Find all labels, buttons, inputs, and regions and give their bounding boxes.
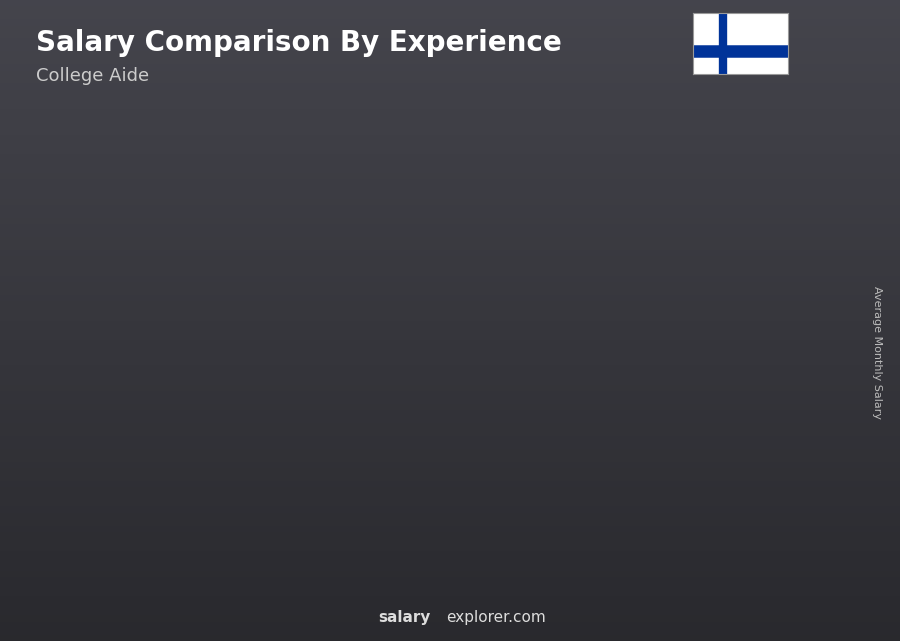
Polygon shape bbox=[315, 290, 405, 312]
Text: Salary Comparison By Experience: Salary Comparison By Experience bbox=[36, 29, 562, 57]
Polygon shape bbox=[562, 207, 652, 235]
Text: +8%: +8% bbox=[523, 138, 569, 156]
Polygon shape bbox=[438, 234, 529, 260]
FancyBboxPatch shape bbox=[191, 378, 266, 577]
Text: +19%: +19% bbox=[392, 165, 451, 183]
Polygon shape bbox=[636, 207, 652, 577]
Text: +34%: +34% bbox=[269, 221, 327, 238]
FancyBboxPatch shape bbox=[562, 235, 636, 577]
Polygon shape bbox=[266, 362, 281, 577]
Text: 6,290 EUR: 6,290 EUR bbox=[563, 249, 625, 262]
Text: 3,660 EUR: 3,660 EUR bbox=[193, 392, 254, 405]
Text: 2 to 5: 2 to 5 bbox=[208, 603, 260, 617]
Text: Average Monthly Salary: Average Monthly Salary bbox=[872, 286, 883, 419]
Text: 5,830 EUR: 5,830 EUR bbox=[440, 274, 501, 287]
Polygon shape bbox=[141, 415, 158, 577]
Text: 15 to 20: 15 to 20 bbox=[569, 603, 643, 617]
Polygon shape bbox=[686, 180, 777, 210]
Text: explorer.com: explorer.com bbox=[446, 610, 546, 625]
FancyBboxPatch shape bbox=[438, 260, 513, 577]
Text: 6,750 EUR: 6,750 EUR bbox=[688, 224, 749, 237]
Polygon shape bbox=[389, 290, 405, 577]
Text: 2,760 EUR: 2,760 EUR bbox=[68, 441, 130, 454]
Polygon shape bbox=[67, 415, 158, 427]
Text: College Aide: College Aide bbox=[36, 67, 149, 85]
FancyBboxPatch shape bbox=[315, 312, 389, 577]
Text: 10 to 15: 10 to 15 bbox=[445, 603, 519, 617]
FancyBboxPatch shape bbox=[686, 210, 760, 577]
Polygon shape bbox=[191, 362, 281, 378]
Text: 20+ Years: 20+ Years bbox=[685, 603, 775, 617]
Text: +32%: +32% bbox=[145, 293, 203, 311]
Text: 5 to 10: 5 to 10 bbox=[327, 603, 390, 617]
Polygon shape bbox=[513, 234, 529, 577]
Polygon shape bbox=[760, 180, 777, 577]
Text: 4,890 EUR: 4,890 EUR bbox=[316, 325, 377, 338]
FancyBboxPatch shape bbox=[67, 427, 141, 577]
Text: salary: salary bbox=[378, 610, 430, 625]
Text: +7%: +7% bbox=[646, 112, 692, 129]
Text: < 2 Years: < 2 Years bbox=[68, 603, 153, 617]
